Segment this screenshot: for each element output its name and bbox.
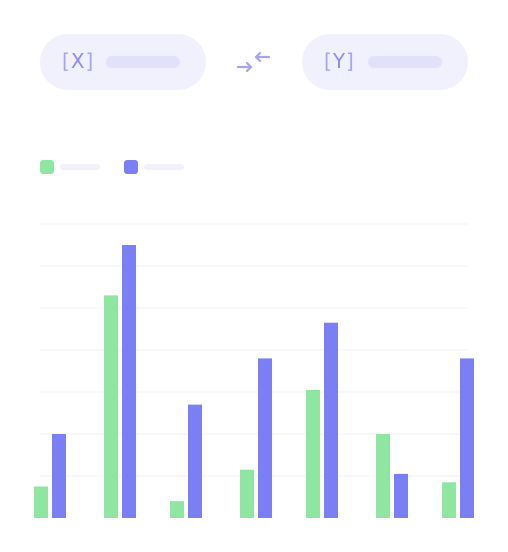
bar-series-a-4	[240, 469, 254, 518]
bar-series-b-5	[324, 322, 338, 518]
bar-series-b-3	[188, 404, 202, 518]
legend-label-series-b	[144, 164, 184, 170]
bar-series-a-2	[104, 295, 118, 518]
bar-series-a-5	[306, 389, 320, 518]
bar-series-b-7	[460, 358, 474, 518]
y-axis-icon: [Y]	[324, 49, 355, 73]
bar-series-b-4	[258, 358, 272, 518]
legend-label-series-a	[60, 164, 100, 170]
x-axis-field-label	[106, 56, 180, 68]
bar-series-b-6	[394, 473, 408, 518]
y-axis-selector[interactable]: [Y]	[302, 34, 468, 90]
bar-series-a-1	[34, 486, 48, 518]
swap-arrows-icon	[236, 51, 271, 73]
bar-series-a-6	[376, 434, 390, 518]
bar-series-a-3	[170, 501, 184, 518]
bar-series-b-1	[52, 434, 66, 518]
bar-series-b-2	[122, 245, 136, 518]
y-axis-field-label	[368, 56, 442, 68]
bar-series-a-7	[442, 482, 456, 518]
bars	[34, 245, 474, 518]
legend-swatch-series-a	[40, 160, 54, 174]
x-axis-selector[interactable]: [X]	[40, 34, 206, 90]
swap-axes-button[interactable]	[234, 50, 274, 78]
x-axis-icon: [X]	[62, 49, 95, 73]
legend-swatch-series-b	[124, 160, 138, 174]
